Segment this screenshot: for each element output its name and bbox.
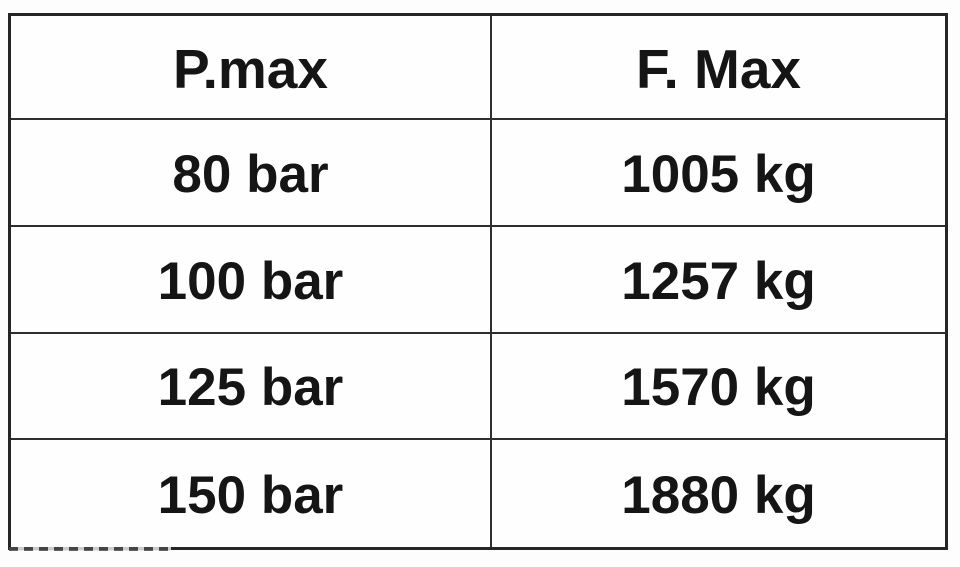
pressure-cell: 150 bar [11, 440, 492, 547]
force-cell: 1005 kg [492, 120, 945, 227]
pressure-cell: 125 bar [11, 333, 492, 441]
column-header-fmax: F. Max [492, 16, 945, 120]
watermark-dashes [9, 547, 171, 551]
force-cell: 1570 kg [492, 334, 945, 441]
pressure-force-table: P.max F. Max 80 bar 1005 kg 100 bar 1257… [8, 13, 948, 550]
pressure-cell: 80 bar [11, 120, 492, 227]
pressure-cell: 100 bar [11, 226, 492, 334]
column-header-pmax: P.max [11, 16, 492, 120]
force-cell: 1880 kg [621, 466, 816, 526]
force-cell: 1257 kg [492, 227, 945, 334]
